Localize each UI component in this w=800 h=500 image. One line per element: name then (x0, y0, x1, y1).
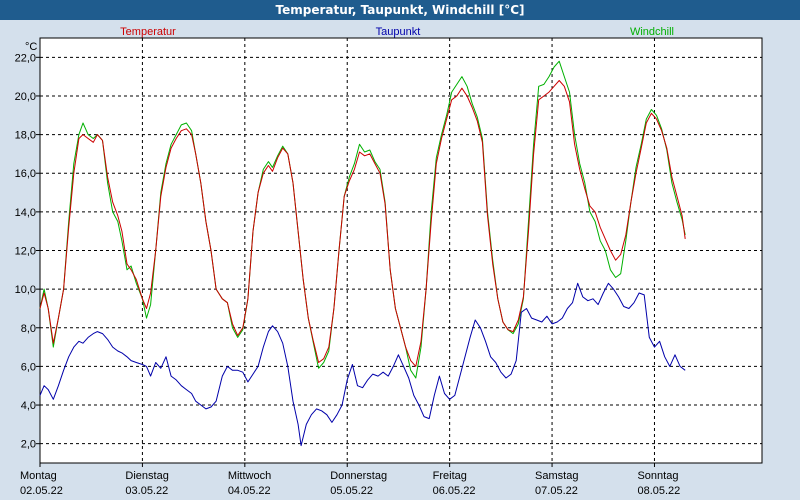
axis-ticks: 2,0 4,0 6,0 8,0 10,0 12,0 14,0 16,0 18,0 20,0 22,0… (15, 52, 681, 497)
legend-label-windchill: Windchill (630, 26, 674, 38)
y-tick-label: 8,0 (21, 323, 36, 335)
x-tick-day-label: Sonntag (637, 470, 678, 482)
legend: Temperatur Taupunkt Windchill (120, 26, 674, 38)
x-tick-day-label: Freitag (433, 470, 467, 482)
x-tick-day-label: Dienstag (125, 470, 168, 482)
x-tick-day-label: Samstag (535, 470, 578, 482)
y-tick-label: 14,0 (15, 207, 36, 219)
legend-label-temperatur: Temperatur (120, 26, 176, 38)
x-tick-day-label: Montag (20, 470, 57, 482)
y-axis-unit: °C (25, 41, 37, 53)
grid-lines (40, 38, 762, 463)
x-tick-day-label: Mittwoch (228, 470, 271, 482)
x-tick-date-label: 06.05.22 (433, 485, 476, 497)
x-tick-date-label: 04.05.22 (228, 485, 271, 497)
legend-label-taupunkt: Taupunkt (376, 26, 421, 38)
y-tick-label: 2,0 (21, 439, 36, 451)
series-line-windchill (39, 60, 686, 379)
series-line-temperatur (39, 80, 686, 367)
x-tick-date-label: 05.05.22 (330, 485, 373, 497)
chart-title: Temperatur, Taupunkt, Windchill [°C] (0, 0, 800, 20)
x-tick-date-label: 07.05.22 (535, 485, 578, 497)
x-tick-date-label: 03.05.22 (125, 485, 168, 497)
y-tick-label: 18,0 (15, 130, 36, 142)
y-tick-label: 22,0 (15, 52, 36, 64)
y-tick-label: 16,0 (15, 168, 36, 180)
y-tick-label: 20,0 (15, 91, 36, 103)
series-line-taupunkt (39, 282, 686, 447)
y-tick-label: 6,0 (21, 361, 36, 373)
series-lines (39, 60, 686, 447)
y-tick-label: 12,0 (15, 246, 36, 258)
x-tick-day-label: Donnerstag (330, 470, 387, 482)
y-tick-label: 10,0 (15, 284, 36, 296)
x-tick-date-label: 08.05.22 (637, 485, 680, 497)
x-tick-date-label: 02.05.22 (20, 485, 63, 497)
y-tick-label: 4,0 (21, 400, 36, 412)
chart-canvas: 2,0 4,0 6,0 8,0 10,0 12,0 14,0 16,0 18,0 20,0 22,0… (15, 26, 763, 497)
